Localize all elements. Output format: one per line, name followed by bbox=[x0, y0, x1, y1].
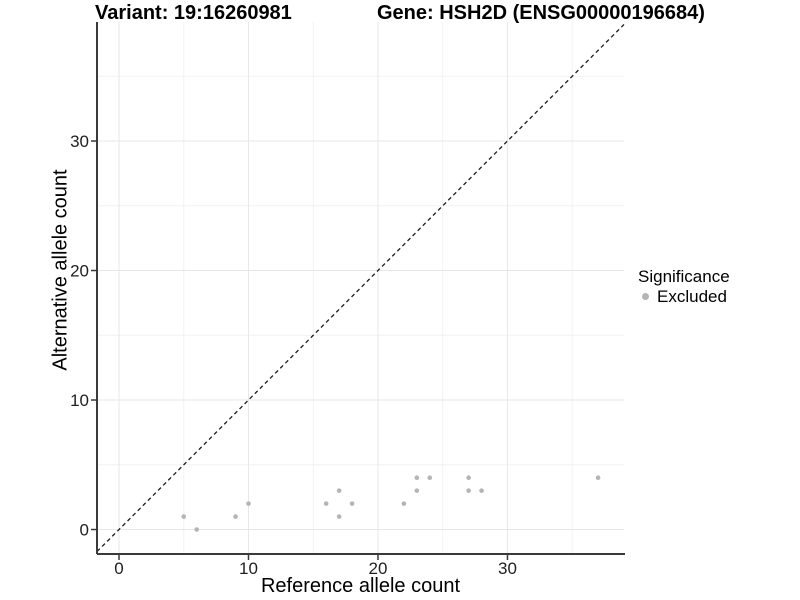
legend-item-label: Excluded bbox=[657, 287, 727, 306]
plot-title-variant: Variant: 19:16260981 bbox=[95, 2, 292, 24]
data-point bbox=[336, 488, 342, 493]
data-point bbox=[233, 514, 238, 519]
data-point bbox=[466, 475, 471, 481]
x-tick-label: 30 bbox=[498, 559, 517, 578]
legend-point-icon bbox=[642, 293, 649, 300]
x-tick-label: 10 bbox=[239, 559, 258, 578]
y-axis-title-text: Alternative allele count bbox=[49, 169, 72, 371]
legend-title: Significance bbox=[638, 267, 730, 286]
legend: Significance Excluded bbox=[638, 266, 730, 308]
data-point bbox=[181, 514, 187, 519]
data-point bbox=[427, 475, 433, 481]
x-tick-label: 20 bbox=[369, 559, 388, 578]
x-axis-title: Reference allele count bbox=[260, 575, 460, 597]
data-point bbox=[466, 488, 471, 493]
y-tick-label: 30 bbox=[70, 132, 89, 151]
y-tick-label: 0 bbox=[80, 521, 89, 540]
legend-item-excluded: Excluded bbox=[638, 286, 730, 308]
data-point bbox=[414, 475, 420, 481]
data-point bbox=[349, 501, 355, 506]
data-point bbox=[479, 488, 484, 493]
identity-line bbox=[96, 24, 625, 552]
data-point bbox=[323, 501, 329, 506]
data-point bbox=[246, 501, 251, 506]
data-point bbox=[414, 488, 420, 493]
data-point bbox=[336, 514, 342, 519]
plot-title-gene: Gene: HSH2D (ENSG00000196684) bbox=[377, 2, 705, 24]
y-tick-label: 10 bbox=[70, 391, 89, 410]
y-tick-label: 20 bbox=[70, 262, 89, 281]
data-point bbox=[401, 501, 407, 506]
data-point bbox=[194, 527, 200, 532]
x-tick-label: 0 bbox=[114, 559, 123, 578]
data-point bbox=[595, 475, 601, 481]
